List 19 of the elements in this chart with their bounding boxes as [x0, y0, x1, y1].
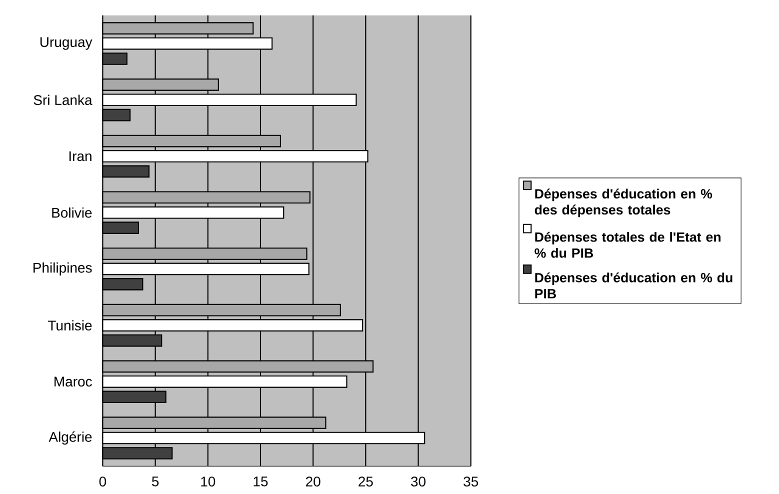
x-tick-label: 25 — [358, 476, 373, 487]
x-tick-label: 10 — [201, 476, 216, 487]
x-tick-label: 35 — [464, 476, 478, 487]
y-tick-label: Maroc — [54, 377, 92, 387]
y-tick-label: Iran — [69, 152, 92, 162]
legend-label: Dépenses d'éducation en % des dépenses totales — [534, 188, 712, 218]
y-tick-label: Algérie — [48, 432, 92, 445]
legend-label: Dépenses totales de l'Etat en % du PIB — [534, 232, 720, 258]
x-tick-label: 15 — [254, 476, 268, 487]
y-tick-label: Uruguay — [40, 38, 92, 50]
y-tick-label: Sri Lanka — [34, 94, 92, 106]
y-tick-label: Philipines — [34, 262, 92, 276]
x-tick-label: 5 — [152, 476, 159, 487]
y-tick-label: Tunisie — [48, 320, 92, 331]
y-tick-label: Bolivie — [52, 208, 92, 218]
x-tick-label: 30 — [411, 476, 426, 487]
legend-label: Dépenses d'éducation en % du PIB — [535, 272, 732, 299]
x-tick-label: 0 — [99, 476, 106, 487]
x-tick-label: 20 — [306, 476, 320, 487]
